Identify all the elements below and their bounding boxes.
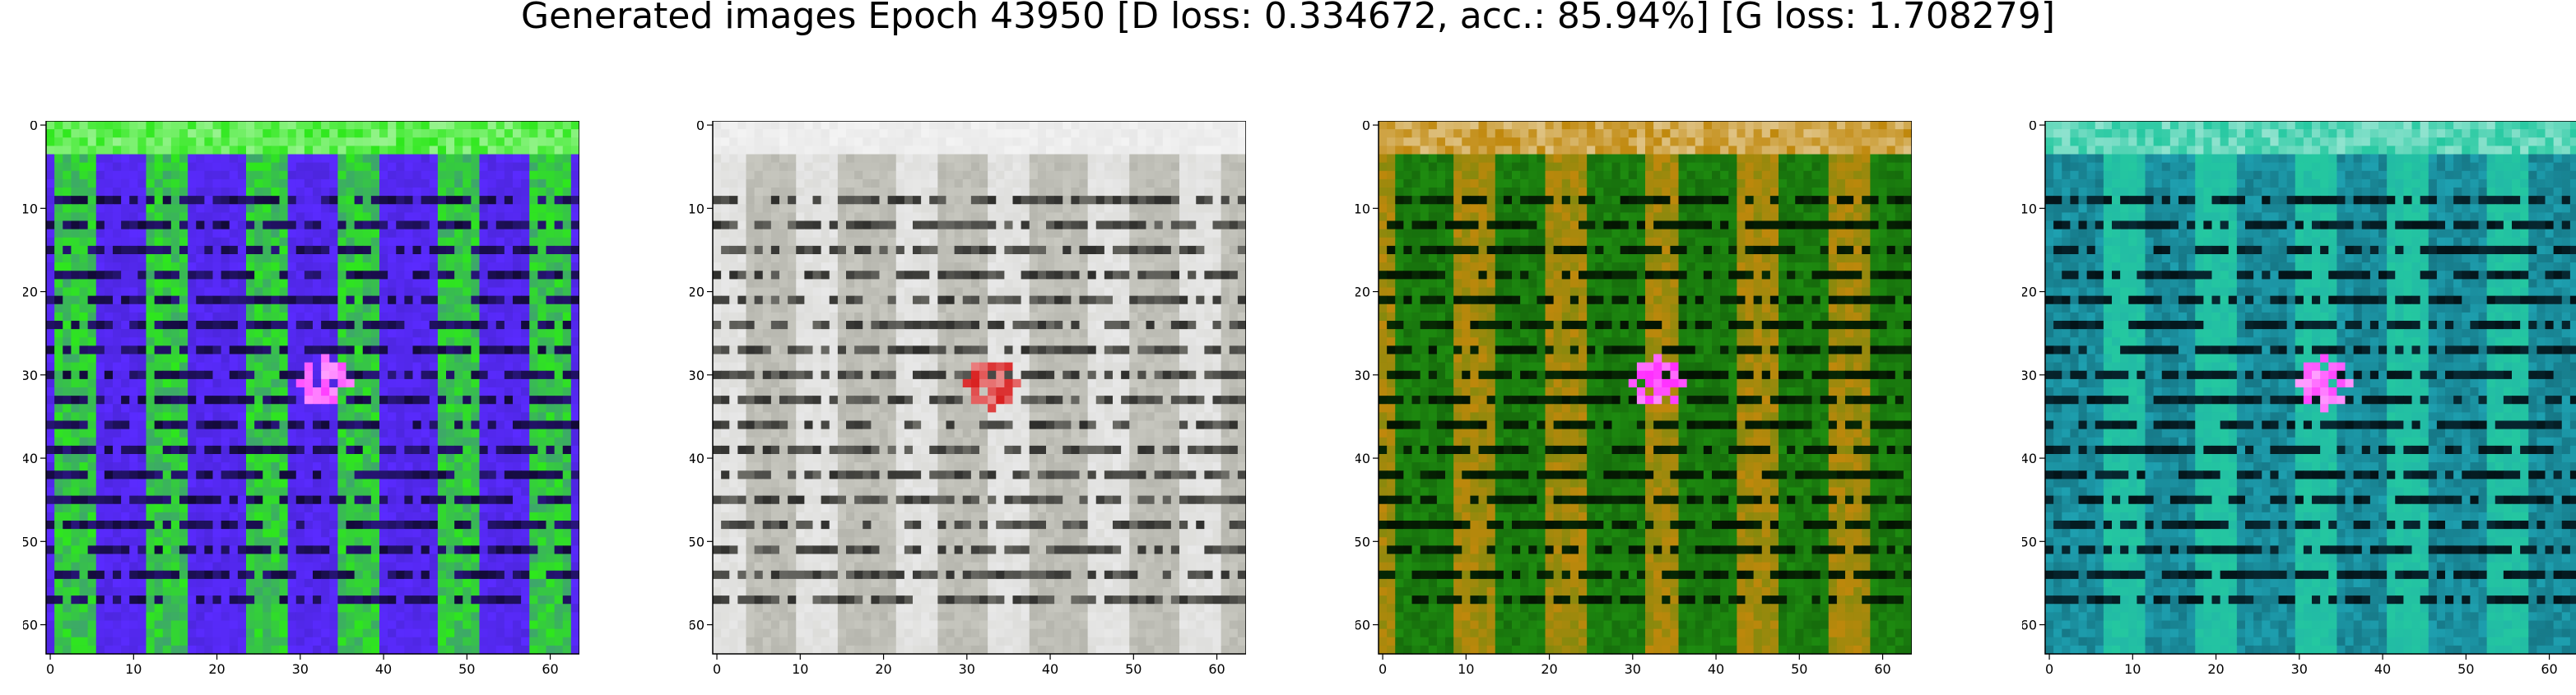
y-tick-label: 50 — [690, 534, 704, 549]
axes-frame — [1378, 121, 1912, 655]
y-tick-label: 30 — [23, 368, 38, 383]
x-tick-label: 30 — [2291, 661, 2308, 677]
x-tick-label: 60 — [542, 661, 558, 677]
figure-title: Generated images Epoch 43950 [D loss: 0.… — [520, 0, 2056, 37]
y-tick-label: 0 — [1362, 121, 1370, 133]
x-tick-label: 0 — [1379, 661, 1387, 677]
y-tick-label: 60 — [1355, 618, 1370, 633]
y-tick-label: 60 — [2022, 618, 2037, 633]
x-tick-label: 10 — [1458, 661, 1474, 677]
x-tick-label: 60 — [1208, 661, 1225, 677]
x-tick-label: 10 — [2124, 661, 2141, 677]
x-tick-label: 20 — [208, 661, 225, 677]
image-axes-4: 0 10 20 30 40 50 60 0 10 20 30 40 50 60 — [2022, 121, 2576, 677]
x-tick-label: 40 — [1708, 661, 1724, 677]
y-tick-label: 40 — [2022, 451, 2037, 466]
x-tick-label: 0 — [2045, 661, 2053, 677]
image-panel-1: 0 10 20 30 40 50 60 0 10 20 30 40 50 60 — [23, 121, 579, 677]
y-tick-label: 30 — [690, 368, 704, 383]
y-tick-label: 30 — [2022, 368, 2037, 383]
x-tick-label: 20 — [1541, 661, 1557, 677]
y-tick-label: 20 — [2022, 285, 2037, 300]
x-tick-label: 50 — [2457, 661, 2474, 677]
generated-image-3 — [1379, 121, 1912, 655]
y-tick-label: 10 — [1355, 201, 1370, 216]
y-tick-label: 20 — [23, 285, 38, 300]
y-tick-label: 10 — [690, 201, 704, 216]
image-panel-3: 0 10 20 30 40 50 60 0 10 20 30 40 50 60 — [1355, 121, 1912, 677]
y-tick-label: 50 — [23, 534, 38, 549]
y-tick-label: 10 — [23, 201, 38, 216]
x-tick-label: 20 — [2207, 661, 2224, 677]
y-tick-label: 20 — [1355, 285, 1370, 300]
image-axes-2: 0 10 20 30 40 50 60 0 10 20 30 40 50 60 — [690, 121, 1246, 677]
y-tick-label: 20 — [690, 285, 704, 300]
y-tick-label: 40 — [690, 451, 704, 466]
x-tick-label: 40 — [1042, 661, 1058, 677]
x-tick-label: 30 — [959, 661, 975, 677]
x-tick-label: 30 — [1625, 661, 1641, 677]
image-axes-3: 0 10 20 30 40 50 60 0 10 20 30 40 50 60 — [1355, 121, 1912, 677]
x-tick-label: 60 — [1874, 661, 1890, 677]
axes-frame — [2044, 121, 2576, 655]
y-tick-label: 30 — [1355, 368, 1370, 383]
generated-image-1 — [46, 121, 579, 655]
x-tick-label: 50 — [1791, 661, 1807, 677]
y-tick-label: 40 — [1355, 451, 1370, 466]
y-tick-label: 60 — [690, 618, 704, 633]
axes-frame — [712, 121, 1246, 655]
x-tick-label: 40 — [2374, 661, 2391, 677]
generated-image-4 — [2045, 121, 2576, 655]
image-axes-1: 0 10 20 30 40 50 60 0 10 20 30 40 50 60 — [23, 121, 579, 677]
y-tick-label: 10 — [2022, 201, 2037, 216]
generated-image-2 — [713, 121, 1246, 655]
y-tick-label: 50 — [1355, 534, 1370, 549]
y-tick-label: 0 — [2029, 121, 2037, 133]
y-tick-label: 40 — [23, 451, 38, 466]
x-tick-label: 50 — [458, 661, 475, 677]
x-tick-label: 10 — [125, 661, 142, 677]
y-tick-label: 0 — [696, 121, 704, 133]
y-tick-label: 50 — [2022, 534, 2037, 549]
x-tick-label: 50 — [1125, 661, 1142, 677]
x-tick-label: 60 — [2541, 661, 2557, 677]
x-tick-label: 0 — [46, 661, 54, 677]
y-tick-label: 60 — [23, 618, 38, 633]
x-tick-label: 10 — [792, 661, 808, 677]
x-tick-label: 40 — [375, 661, 392, 677]
x-tick-label: 30 — [292, 661, 309, 677]
y-tick-label: 0 — [30, 121, 38, 133]
image-panel-2: 0 10 20 30 40 50 60 0 10 20 30 40 50 60 — [690, 121, 1246, 677]
axes-frame — [45, 121, 579, 655]
x-tick-label: 20 — [875, 661, 891, 677]
image-panel-4: 0 10 20 30 40 50 60 0 10 20 30 40 50 60 — [2022, 121, 2576, 677]
x-tick-label: 0 — [713, 661, 721, 677]
